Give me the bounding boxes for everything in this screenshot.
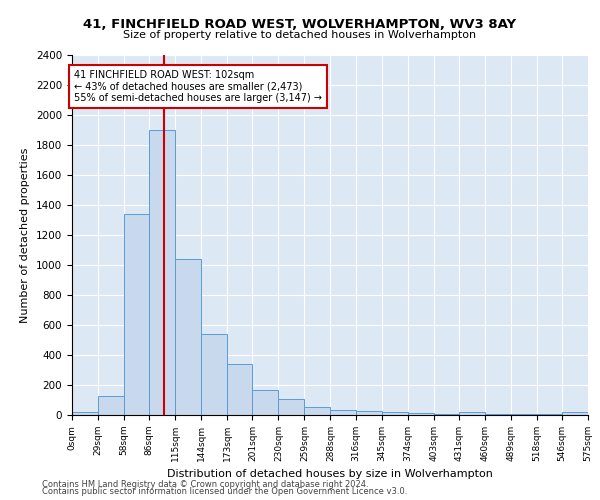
Bar xyxy=(278,399,304,415)
Bar xyxy=(485,414,511,415)
Bar xyxy=(459,412,485,415)
Bar xyxy=(407,413,434,415)
Bar xyxy=(227,364,253,415)
Text: 41 FINCHFIELD ROAD WEST: 102sqm
← 43% of detached houses are smaller (2,473)
55%: 41 FINCHFIELD ROAD WEST: 102sqm ← 43% of… xyxy=(74,70,322,103)
Bar xyxy=(434,414,459,415)
Bar xyxy=(304,407,331,415)
Bar xyxy=(253,390,278,415)
Text: Size of property relative to detached houses in Wolverhampton: Size of property relative to detached ho… xyxy=(124,30,476,40)
Text: Contains public sector information licensed under the Open Government Licence v3: Contains public sector information licen… xyxy=(42,487,407,496)
X-axis label: Distribution of detached houses by size in Wolverhampton: Distribution of detached houses by size … xyxy=(167,470,493,480)
Bar xyxy=(72,412,98,415)
Bar xyxy=(511,414,537,415)
Bar xyxy=(537,414,562,415)
Bar xyxy=(175,259,201,415)
Bar xyxy=(124,214,149,415)
Bar xyxy=(149,130,175,415)
Bar xyxy=(331,410,356,415)
Bar xyxy=(356,410,382,415)
Bar xyxy=(201,334,227,415)
Text: 41, FINCHFIELD ROAD WEST, WOLVERHAMPTON, WV3 8AY: 41, FINCHFIELD ROAD WEST, WOLVERHAMPTON,… xyxy=(83,18,517,30)
Y-axis label: Number of detached properties: Number of detached properties xyxy=(20,148,31,322)
Text: Contains HM Land Registry data © Crown copyright and database right 2024.: Contains HM Land Registry data © Crown c… xyxy=(42,480,368,489)
Bar xyxy=(98,396,124,415)
Bar xyxy=(382,412,407,415)
Bar xyxy=(562,412,588,415)
